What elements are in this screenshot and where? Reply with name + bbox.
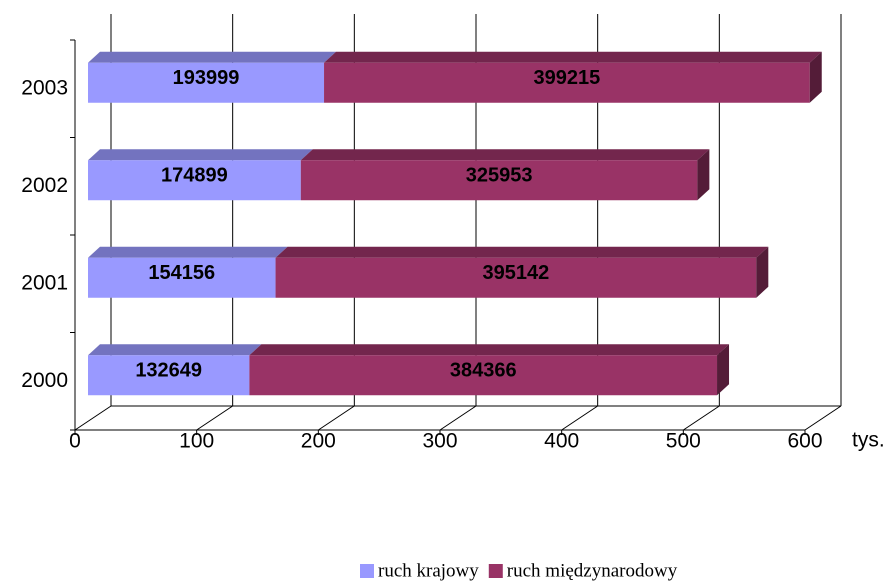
bar-side	[756, 246, 769, 298]
data-label: 325953	[466, 165, 533, 187]
bar	[300, 160, 698, 201]
bar	[88, 160, 301, 201]
legend-swatch	[488, 564, 503, 578]
bar	[88, 62, 325, 103]
data-label: 395142	[483, 262, 550, 284]
bar-side	[697, 149, 710, 201]
data-label: 384366	[450, 360, 517, 382]
y-tick-label: 2000	[21, 369, 68, 392]
bar-top	[88, 246, 288, 258]
bar-top	[88, 51, 337, 63]
y-tick-label: 2001	[21, 271, 68, 294]
x-tick-label: 200	[301, 430, 336, 453]
bar	[275, 257, 757, 298]
legend-label: ruch krajowy	[378, 560, 479, 581]
bar-top	[300, 149, 710, 161]
x-tick-label: 0	[69, 430, 81, 453]
bar	[324, 62, 810, 103]
legend-label: ruch międzynarodowy	[507, 560, 678, 581]
bar-top	[324, 51, 822, 63]
x-tick-label: 400	[544, 430, 579, 453]
y-tick-label: 2003	[21, 76, 68, 99]
data-label: 154156	[148, 262, 215, 284]
x-tick-label: 600	[787, 430, 822, 453]
x-tick-label: 100	[179, 430, 214, 453]
bar-top	[88, 344, 262, 356]
data-label: 193999	[173, 67, 240, 89]
grid-floor-line	[196, 405, 233, 431]
grid-floor-line	[804, 405, 842, 431]
data-label: 399215	[534, 67, 601, 89]
bar-side	[809, 51, 822, 103]
legend-swatch	[360, 564, 374, 578]
bar-top	[88, 149, 313, 161]
grid-floor-line	[439, 405, 477, 431]
grid-floor-line	[561, 405, 598, 431]
x-axis-label: tys.	[852, 429, 885, 452]
bar	[88, 355, 250, 396]
bar	[88, 257, 276, 298]
bar-top	[275, 246, 769, 258]
y-tick-label: 2002	[21, 174, 68, 197]
bar-side	[717, 344, 730, 396]
grid-floor-line	[74, 405, 112, 431]
bar-top	[249, 344, 730, 356]
x-tick-label: 500	[666, 430, 701, 453]
x-tick-label: 300	[422, 430, 457, 453]
bar	[249, 355, 718, 396]
data-label: 132649	[135, 360, 202, 382]
grid-floor-line	[318, 405, 355, 431]
grid-floor-line	[683, 405, 720, 431]
data-label: 174899	[161, 165, 228, 187]
